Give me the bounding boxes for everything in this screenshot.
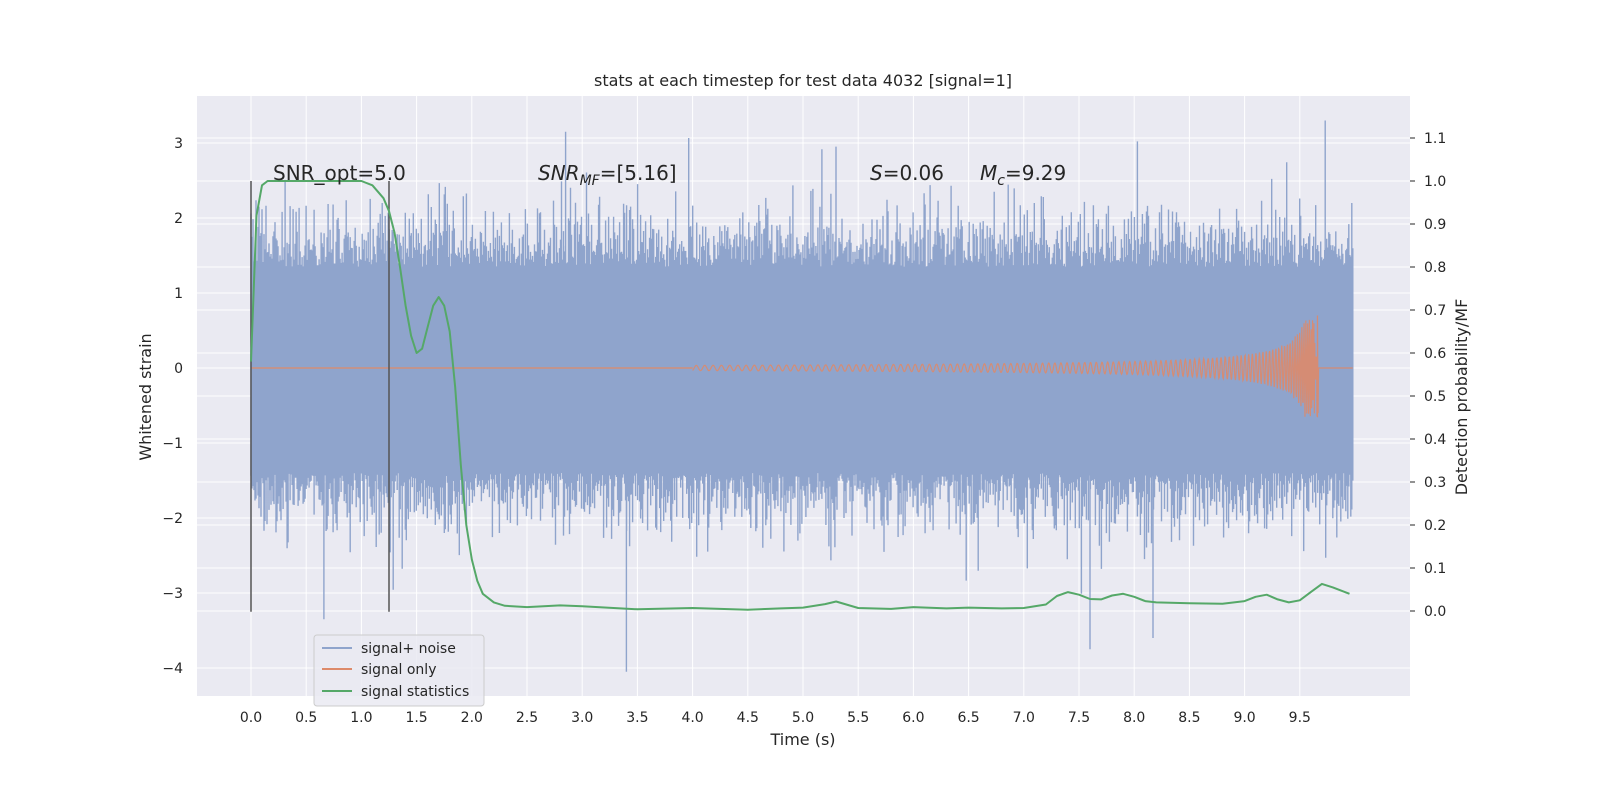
legend-label-signal: signal only <box>361 662 436 678</box>
x-tick-label-13: 6.5 <box>957 710 979 726</box>
y-axis-right-label: Detection probability/MF <box>1452 299 1471 496</box>
y-left-tick-label-2: 1 <box>174 286 183 302</box>
x-tick-label-5: 2.5 <box>516 710 538 726</box>
y-left-tick-label-1: 2 <box>174 211 183 227</box>
y-right-tick-label-2: 0.9 <box>1424 217 1446 233</box>
y-right-tick-label-9: 0.2 <box>1424 518 1446 534</box>
y-right-tick-label-5: 0.6 <box>1424 346 1446 362</box>
annotation-mc: Mc=9.29 <box>980 161 1066 189</box>
x-tick-label-15: 7.5 <box>1068 710 1090 726</box>
y-left-tick-label-0: 3 <box>174 136 183 152</box>
chart-title: stats at each timestep for test data 403… <box>594 71 1012 90</box>
x-tick-label-11: 5.5 <box>847 710 869 726</box>
x-tick-label-18: 9.0 <box>1233 710 1255 726</box>
y-axis-left-label: Whitened strain <box>136 333 155 460</box>
y-left-tick-label-4: −1 <box>162 436 183 452</box>
legend: signal+ noise signal only signal statist… <box>313 634 485 707</box>
y-right-tick-label-1: 1.0 <box>1424 174 1446 190</box>
stats-line <box>250 180 1350 611</box>
y-left-tick-label-3: 0 <box>174 361 183 377</box>
y-right-tick-label-0: 1.1 <box>1424 131 1446 147</box>
x-tick-label-16: 8.0 <box>1123 710 1145 726</box>
y-right-tick-label-11: 0.0 <box>1424 604 1446 620</box>
y-axis-right-ticks: 1.1 1.0 0.9 0.8 0.7 0.6 0.5 0.4 0.3 0.2 0.1 0.0 <box>1410 131 1446 620</box>
x-tick-label-3: 1.5 <box>405 710 427 726</box>
x-tick-label-2: 1.0 <box>350 710 372 726</box>
x-tick-label-9: 4.5 <box>737 710 759 726</box>
x-tick-label-12: 6.0 <box>902 710 924 726</box>
y-left-tick-label-6: −3 <box>162 586 183 602</box>
x-tick-label-17: 8.5 <box>1178 710 1200 726</box>
legend-label-stats: signal statistics <box>361 684 469 700</box>
y-right-tick-label-10: 0.1 <box>1424 561 1446 577</box>
x-tick-label-14: 7.0 <box>1013 710 1035 726</box>
vertical-markers <box>250 181 390 612</box>
x-tick-label-1: 0.5 <box>295 710 317 726</box>
legend-label-noise: signal+ noise <box>361 641 456 657</box>
y-left-tick-label-5: −2 <box>162 511 183 527</box>
y-right-tick-label-6: 0.5 <box>1424 389 1446 405</box>
x-tick-label-7: 3.5 <box>626 710 648 726</box>
signal-chirp <box>692 315 1353 418</box>
x-tick-label-8: 4.0 <box>681 710 703 726</box>
y-right-tick-label-4: 0.7 <box>1424 303 1446 319</box>
legend-box <box>313 634 485 707</box>
annotation-s: S=0.06 <box>870 161 944 185</box>
annotation-snr-mf: SNRMF=[5.16] <box>538 161 677 189</box>
x-axis-label: Time (s) <box>769 730 835 749</box>
y-right-tick-label-8: 0.3 <box>1424 475 1446 491</box>
y-axis-left-ticks: 3 2 1 0 −1 −2 −3 −4 <box>162 136 183 677</box>
x-tick-label-19: 9.5 <box>1289 710 1311 726</box>
annotation-snr-opt: SNR_opt=5.0 <box>273 161 406 185</box>
series-signal-only <box>251 315 1353 418</box>
y-right-tick-label-7: 0.4 <box>1424 432 1446 448</box>
x-tick-label-4: 2.0 <box>461 710 483 726</box>
x-tick-label-0: 0.0 <box>240 710 262 726</box>
series-signal-statistics <box>250 180 1350 611</box>
y-left-tick-label-7: −4 <box>162 661 183 677</box>
x-tick-label-6: 3.0 <box>571 710 593 726</box>
x-axis-ticks: 0.0 0.5 1.0 1.5 2.0 2.5 3.0 3.5 4.0 4.5 5.0 5.5 6.0 6… <box>240 710 1311 726</box>
y-right-tick-label-3: 0.8 <box>1424 260 1446 276</box>
x-tick-label-10: 5.0 <box>792 710 814 726</box>
